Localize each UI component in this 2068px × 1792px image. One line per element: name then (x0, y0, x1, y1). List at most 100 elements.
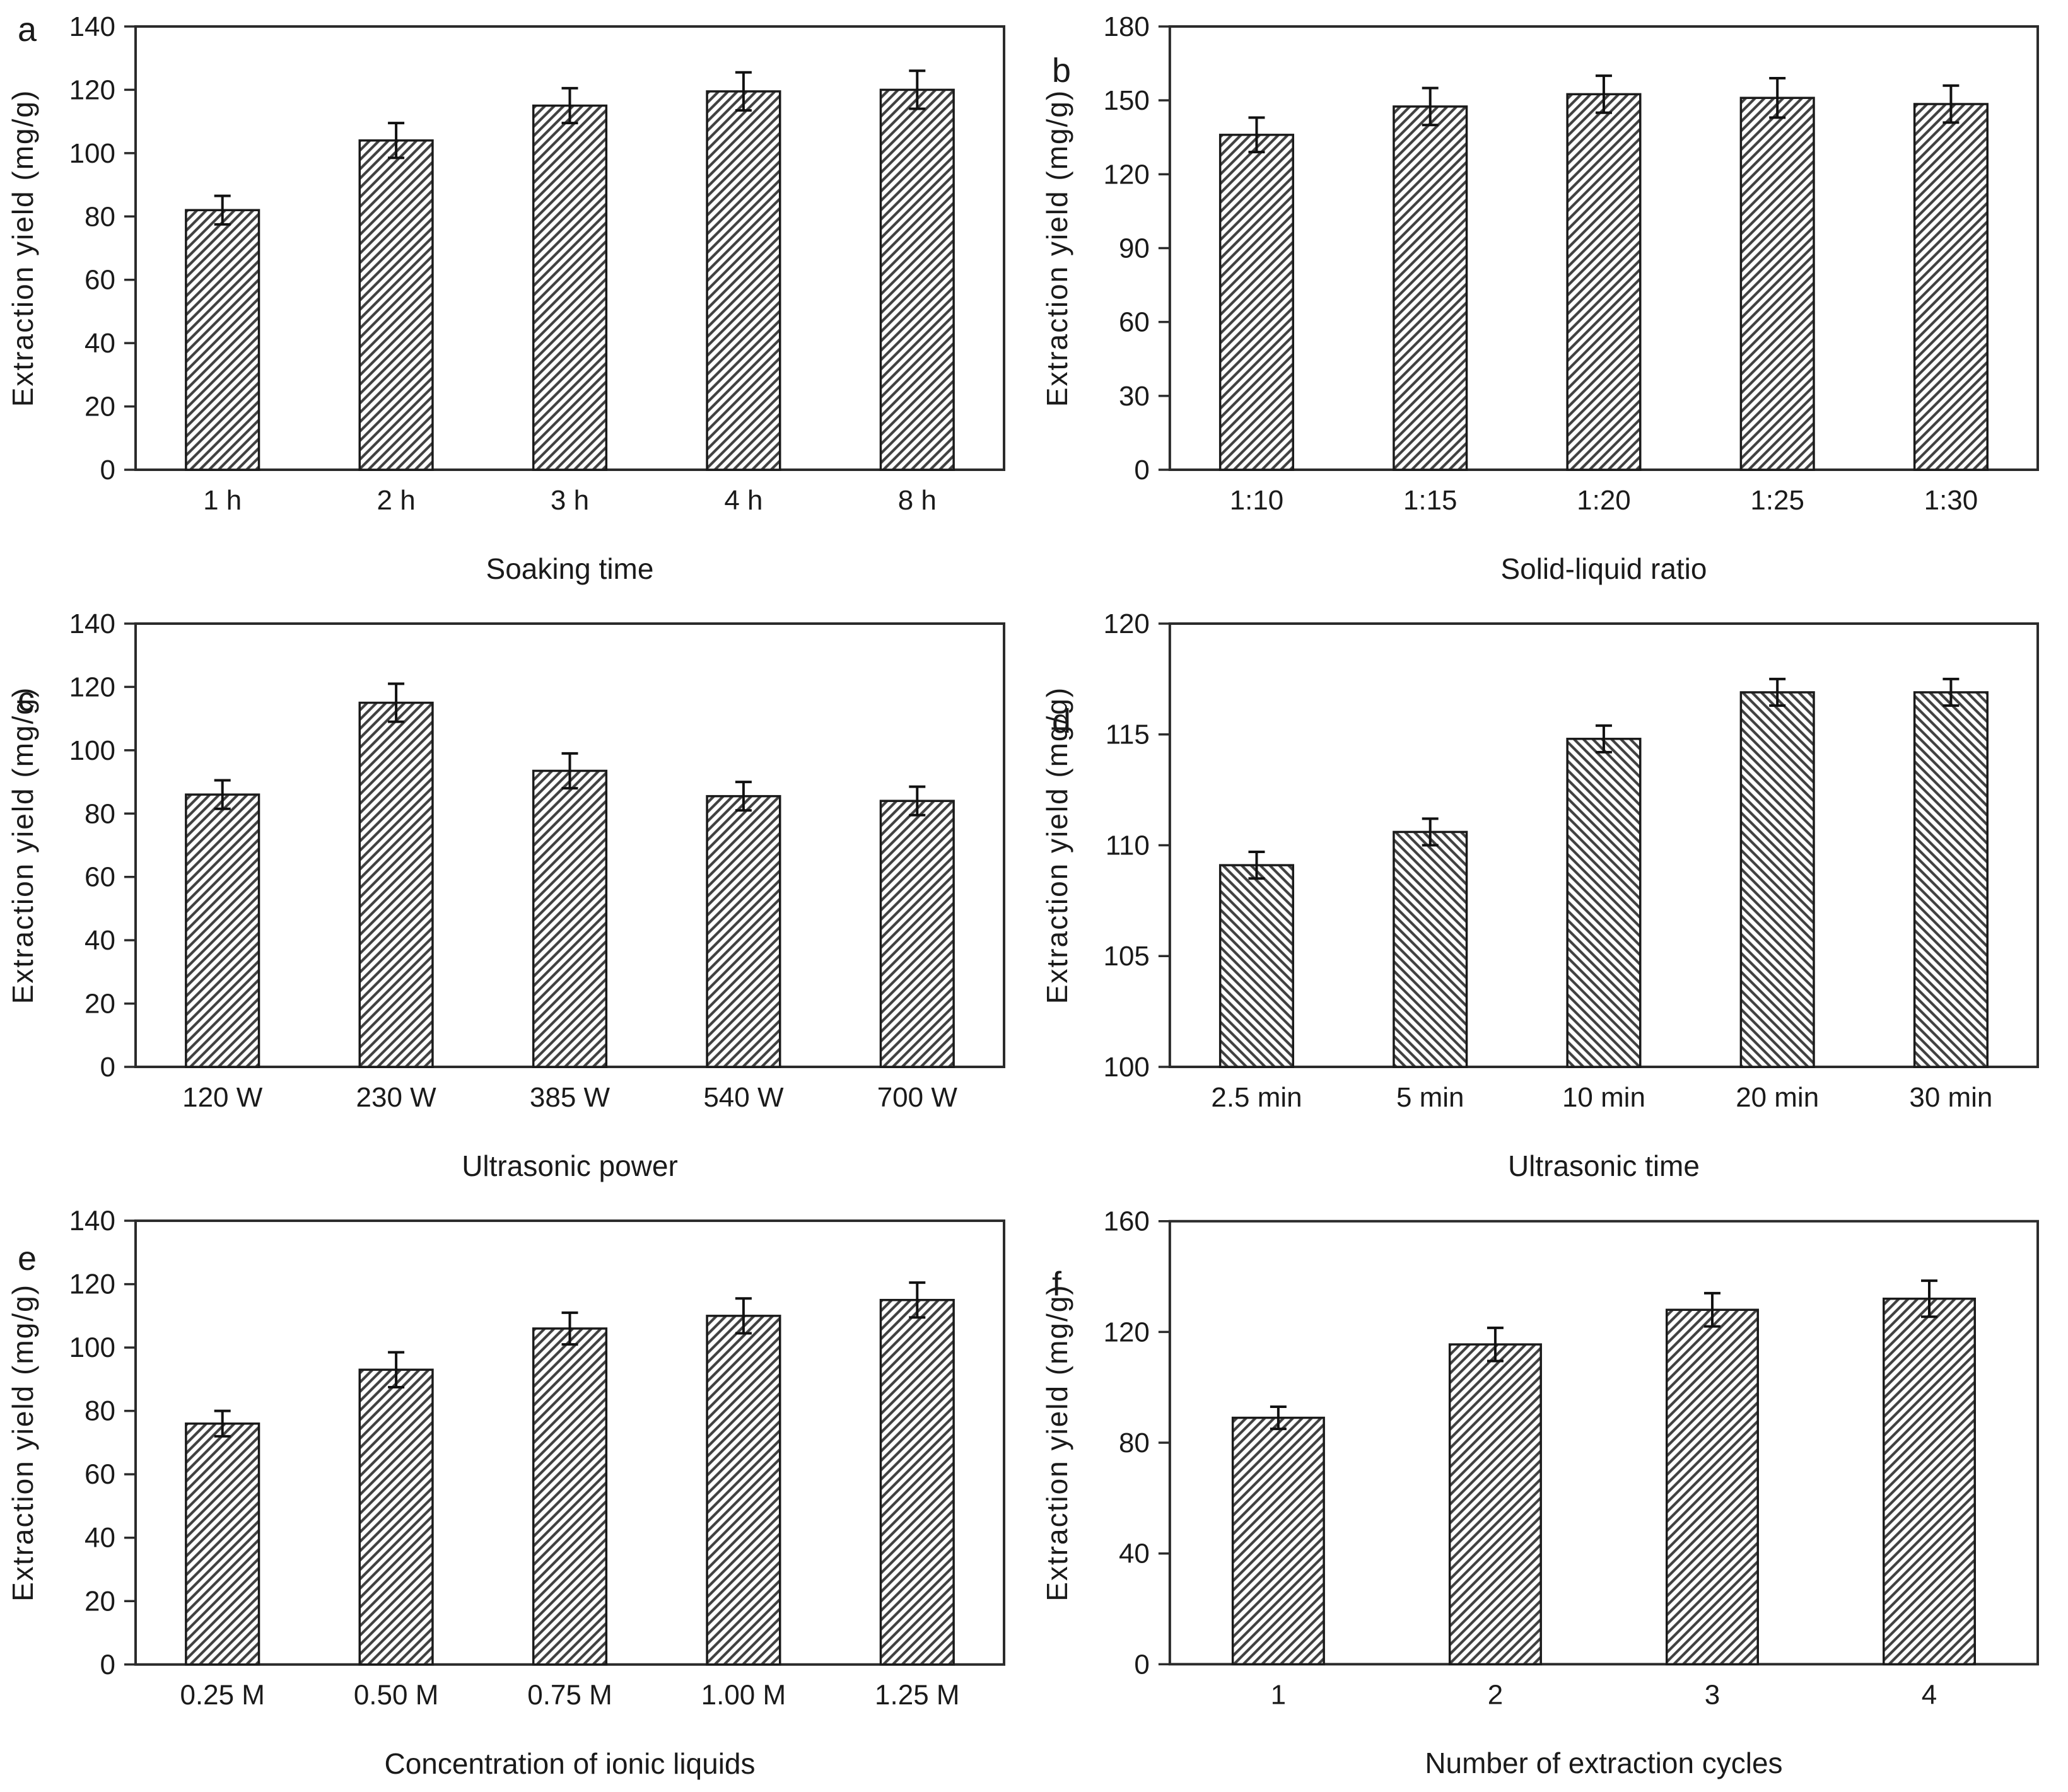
panel-letter: a (18, 11, 37, 49)
bar-4 h (706, 90, 781, 471)
y-tick-label: 60 (85, 265, 115, 296)
y-tick-label: 120 (69, 672, 115, 702)
y-axis-title: Extraction yield (mg/g) (1041, 687, 1073, 1004)
bar-1:30 (1913, 103, 1989, 471)
panel-letter: b (1052, 52, 1071, 90)
y-tick-label: 160 (1104, 1206, 1150, 1237)
y-tick-label: 100 (69, 735, 115, 766)
x-tick-label: 230 W (356, 1082, 437, 1113)
x-tick-label: 385 W (530, 1082, 610, 1113)
y-axis-title: Extraction yield (mg/g) (1041, 90, 1073, 407)
x-tick-label: 4 (1922, 1679, 1937, 1710)
x-axis-title: Number of extraction cycles (1425, 1747, 1782, 1779)
y-tick-label: 120 (69, 74, 115, 105)
y-tick-label: 20 (85, 989, 115, 1020)
x-axis-title: Concentration of ionic liquids (384, 1747, 755, 1780)
bar-0.50 M (358, 1368, 434, 1666)
bar-5 min (1393, 830, 1468, 1068)
y-tick-label: 0 (100, 1052, 115, 1083)
y-tick-label: 30 (1119, 381, 1150, 412)
y-tick-label: 80 (1119, 1428, 1150, 1458)
y-tick-label: 0 (100, 1649, 115, 1680)
y-tick-label: 0 (100, 455, 115, 486)
bar-1:15 (1393, 105, 1468, 471)
chart-panel-c: 0 20 40 60 80 100 120 140 120 W 230 W 385 W 540 W 70… (6, 608, 1005, 1182)
x-tick-label: 8 h (898, 485, 937, 516)
chart-panel-a: 0 20 40 60 80 100 120 140 1 h 2 h 3 h 4 h 8 h Soaking… (6, 11, 1005, 585)
bar-1.00 M (706, 1315, 781, 1666)
x-tick-label: 0.50 M (354, 1680, 438, 1711)
x-axis-title: Solid-liquid ratio (1500, 552, 1707, 585)
y-tick-label: 40 (1119, 1539, 1150, 1569)
y-tick-label: 20 (85, 1586, 115, 1617)
bar-1.25 M (879, 1298, 955, 1666)
x-tick-label: 2.5 min (1211, 1082, 1302, 1113)
y-tick-label: 80 (85, 201, 115, 232)
chart-panel-b: 0 30 60 90 120 150 180 1:10 1:15 1:20 1:25 1:30 Soli… (1041, 11, 2040, 585)
y-tick-label: 0 (1134, 1649, 1149, 1680)
y-tick-label: 150 (1104, 85, 1150, 116)
x-tick-label: 1:30 (1924, 485, 1978, 516)
bar-0.75 M (532, 1327, 608, 1666)
y-axis-title: Extraction yield (mg/g) (6, 1284, 39, 1602)
y-tick-label: 80 (85, 1396, 115, 1427)
bar-2.5 min (1218, 864, 1295, 1068)
y-tick-label: 20 (85, 392, 115, 422)
x-tick-label: 2 h (377, 485, 416, 516)
y-tick-label: 120 (1104, 159, 1150, 190)
x-tick-label: 1:10 (1230, 485, 1284, 516)
y-tick-label: 60 (1119, 307, 1150, 338)
y-tick-label: 140 (69, 608, 115, 639)
bar-1:10 (1218, 134, 1295, 471)
x-axis-title: Soaking time (486, 552, 654, 585)
bar-3 (1665, 1308, 1759, 1666)
x-tick-label: 10 min (1562, 1082, 1645, 1113)
panel-letter: c (18, 680, 35, 718)
y-tick-label: 105 (1104, 941, 1150, 972)
x-tick-label: 3 (1705, 1679, 1720, 1710)
y-tick-label: 40 (85, 328, 115, 359)
x-tick-label: 0.25 M (180, 1680, 264, 1711)
bar-385 W (532, 769, 608, 1068)
bar-30 min (1913, 691, 1989, 1068)
bar-120 W (185, 793, 260, 1068)
bar-230 W (358, 701, 434, 1068)
y-tick-label: 120 (1104, 1317, 1150, 1347)
x-tick-label: 1 h (203, 485, 242, 516)
x-tick-label: 5 min (1396, 1082, 1464, 1113)
y-tick-label: 60 (85, 862, 115, 893)
y-tick-label: 100 (1104, 1052, 1150, 1083)
bar-1:25 (1739, 96, 1815, 471)
y-tick-label: 40 (85, 925, 115, 956)
y-tick-label: 120 (69, 1269, 115, 1300)
x-tick-label: 4 h (724, 485, 762, 516)
y-tick-label: 90 (1119, 233, 1150, 264)
y-axis-title: Extraction yield (mg/g) (6, 90, 39, 407)
y-tick-label: 110 (1106, 830, 1150, 861)
y-tick-label: 140 (69, 1206, 115, 1236)
bar-3 h (532, 104, 608, 471)
x-tick-label: 20 min (1736, 1082, 1819, 1113)
bar-2 h (358, 139, 434, 471)
panel-letter: f (1052, 1265, 1062, 1303)
x-tick-label: 700 W (877, 1082, 958, 1113)
bar-4 (1883, 1297, 1977, 1666)
y-tick-label: 100 (69, 1332, 115, 1363)
y-tick-label: 60 (85, 1459, 115, 1490)
y-tick-label: 120 (1104, 608, 1150, 639)
y-tick-label: 180 (1104, 11, 1150, 42)
bar-1:20 (1566, 93, 1642, 471)
bar-10 min (1566, 738, 1642, 1068)
y-tick-label: 40 (85, 1523, 115, 1554)
chart-panel-e: 0 20 40 60 80 100 120 140 0.25 M 0.50 M 0.75 M 1.00… (6, 1206, 1005, 1780)
x-tick-label: 1:25 (1750, 485, 1804, 516)
y-axis-title: Extraction yield (mg/g) (1041, 1284, 1073, 1601)
x-tick-label: 1 (1271, 1679, 1286, 1710)
y-tick-label: 0 (1134, 455, 1149, 486)
y-tick-label: 100 (69, 138, 115, 169)
x-tick-label: 540 W (703, 1082, 784, 1113)
bar-1 (1231, 1416, 1325, 1666)
bar-0.25 M (185, 1423, 260, 1666)
chart-panel-d: 100 105 110 115 120 2.5 min 5 min 10 min 20 min 3… (1041, 608, 2040, 1182)
x-tick-label: 0.75 M (527, 1680, 612, 1711)
